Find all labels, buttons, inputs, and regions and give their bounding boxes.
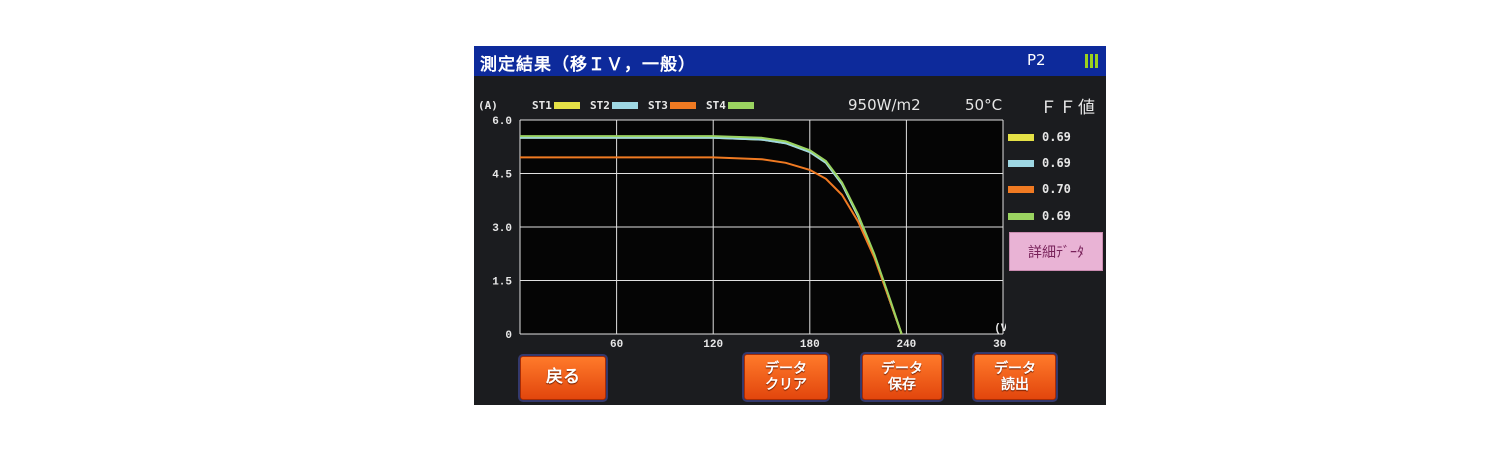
button-label-line1: データ <box>881 360 923 377</box>
battery-icon <box>1085 54 1099 68</box>
legend-swatch <box>669 102 696 109</box>
ff-value-title: ＦＦ値 <box>1040 98 1097 118</box>
legend-swatch <box>611 102 638 109</box>
series-line-st3 <box>520 156 903 335</box>
series-group <box>520 135 903 335</box>
ff-row-st4: 0.69 <box>1008 209 1071 223</box>
x-tick-label: 60 <box>610 339 623 351</box>
x-tick-label: 240 <box>896 339 916 351</box>
legend-label: ST3 <box>648 99 668 112</box>
ff-swatch <box>1008 133 1034 141</box>
x-tick-label: 180 <box>800 339 820 351</box>
y-tick-label: 1.5 <box>492 277 512 289</box>
ff-value: 0.69 <box>1042 156 1071 170</box>
legend-st4: ST4 <box>706 99 754 112</box>
ff-row-st1: 0.69 <box>1008 130 1071 144</box>
ff-row-st3: 0.70 <box>1008 182 1071 196</box>
button-label-line2: クリア <box>765 377 807 393</box>
ff-swatch <box>1008 185 1034 193</box>
ff-value: 0.69 <box>1042 209 1071 223</box>
back-label: 戻る <box>546 367 580 388</box>
temperature-readout: 50°C <box>965 96 1003 114</box>
ff-value: 0.69 <box>1042 130 1071 144</box>
ff-row-st2: 0.69 <box>1008 156 1071 170</box>
y-tick-label: 6.0 <box>492 116 512 128</box>
legend-swatch <box>727 102 754 109</box>
button-label-line1: データ <box>765 360 807 377</box>
data-clear-button[interactable]: データ クリア <box>744 354 828 400</box>
current-unit-label: (A) <box>478 99 498 112</box>
legend-st2: ST2 <box>590 99 638 112</box>
back-button[interactable]: 戻る <box>520 356 606 400</box>
y-axis-ticks: 6.0 4.5 3.0 1.5 0 <box>492 116 512 342</box>
button-label-line2: 保存 <box>888 377 916 393</box>
x-tick-label: 300 <box>993 339 1006 351</box>
legend-st1: ST1 <box>532 99 580 112</box>
legend-label: ST1 <box>532 99 552 112</box>
legend-label: ST2 <box>590 99 610 112</box>
button-label-line1: データ <box>994 360 1036 377</box>
legend-label: ST4 <box>706 99 726 112</box>
irradiance-readout: 950W/m2 <box>848 96 921 114</box>
device-screen: 測定結果（移ＩＶ，一般） P2 (A) ST1 ST2 ST3 ST4 950W… <box>474 46 1106 405</box>
legend-swatch <box>553 102 580 109</box>
button-label-line2: 読出 <box>1001 377 1029 393</box>
data-save-button[interactable]: データ 保存 <box>862 354 942 400</box>
page-indicator: P2 <box>1027 51 1046 69</box>
grid <box>519 119 1004 335</box>
y-tick-label: 0 <box>505 330 512 342</box>
y-tick-label: 3.0 <box>492 223 512 235</box>
legend-st3: ST3 <box>648 99 696 112</box>
ff-swatch <box>1008 159 1034 167</box>
iv-curve-chart: 6.0 4.5 3.0 1.5 0 60 120 180 240 300 (V) <box>492 116 1006 351</box>
ff-swatch <box>1008 212 1034 220</box>
x-axis-ticks: 60 120 180 240 300 <box>610 339 1006 351</box>
y-tick-label: 4.5 <box>492 170 512 182</box>
screen-title: 測定結果（移ＩＶ，一般） <box>480 55 696 75</box>
ff-value: 0.70 <box>1042 182 1071 196</box>
detail-data-button[interactable]: 詳細ﾃﾞｰﾀ <box>1009 232 1103 271</box>
voltage-unit-label: (V) <box>994 323 1006 335</box>
x-tick-label: 120 <box>703 339 723 351</box>
data-load-button[interactable]: データ 読出 <box>974 354 1056 400</box>
title-bar: 測定結果（移ＩＶ，一般） P2 <box>474 46 1106 76</box>
series-line-st4 <box>520 135 903 335</box>
